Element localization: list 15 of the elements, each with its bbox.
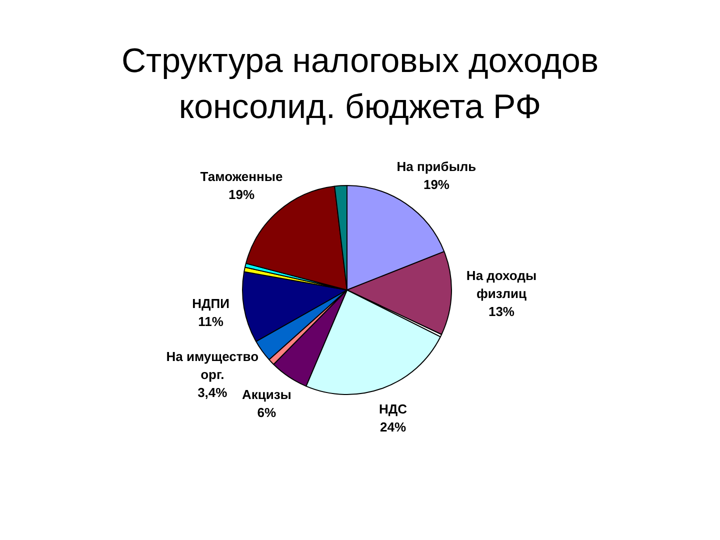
data-label: 19% [423,176,450,192]
data-label: 19% [228,186,255,202]
data-label: 13% [488,304,515,320]
data-label: 11% [198,314,224,329]
data-label: 6% [257,404,277,420]
slice-label: На доходы физлиц [466,268,537,302]
chart-title: Структура налоговых доходов консолид. бюджета РФ [120,41,600,128]
slice-label: Таможенные [200,168,283,184]
slice-label: На прибыль [396,158,476,174]
slice-label: Акцизы [242,386,292,402]
slice-label: НДПИ [192,296,230,311]
slice-label: НДС [378,402,408,417]
data-label: 3,4% [198,384,228,400]
data-label: 24% [380,420,406,435]
slice-label: На имущество орг. [166,348,259,382]
